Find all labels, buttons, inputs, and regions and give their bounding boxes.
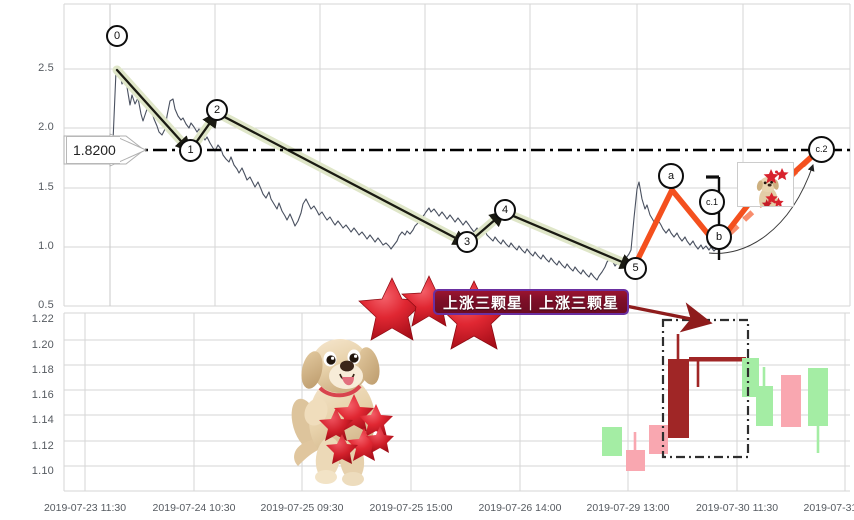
star-icon bbox=[358, 277, 426, 341]
wave-marker-label: c.1 bbox=[705, 196, 718, 207]
curved-guide-arrow bbox=[708, 164, 815, 254]
y-axis-label-top: 2.0 bbox=[38, 121, 54, 133]
wave-marker-c1[interactable]: c.1 bbox=[699, 189, 725, 215]
candle-up bbox=[756, 367, 773, 426]
wave-marker-label: 0 bbox=[113, 29, 121, 42]
x-axis-label: 2019-07-23 11:30 bbox=[43, 502, 127, 514]
y-axis-label-bottom: 1.22 bbox=[31, 313, 54, 325]
y-axis-label-top: 1.5 bbox=[38, 181, 54, 193]
wave-marker-label: a bbox=[667, 169, 675, 182]
y-axis-label-top: 2.5 bbox=[38, 62, 54, 74]
reference-price-value: 1.8200 bbox=[66, 136, 120, 164]
x-axis-label: 2019-07-25 15:00 bbox=[369, 502, 453, 514]
wave-marker-5[interactable]: 5 bbox=[624, 257, 647, 280]
price-line bbox=[109, 68, 718, 281]
wave-marker-label: 4 bbox=[501, 203, 509, 216]
y-axis-label-top: 0.5 bbox=[38, 299, 54, 311]
wave-marker-0[interactable]: 0 bbox=[106, 25, 128, 47]
wave-marker-label: 3 bbox=[463, 235, 471, 248]
reference-price-flag[interactable]: 1.8200 bbox=[66, 136, 120, 164]
candle-down bbox=[781, 375, 801, 427]
x-axis-label: 2019-07-24 10:30 bbox=[152, 502, 236, 514]
pattern-banner[interactable]: 上涨三颗星｜上涨三颗星 bbox=[433, 289, 630, 315]
candle-highlight-down bbox=[689, 357, 746, 387]
wave-marker-a[interactable]: a bbox=[658, 163, 684, 189]
x-axis-label: 2019-07-31 10:30 bbox=[803, 502, 854, 514]
x-axis-label: 2019-07-30 11:30 bbox=[695, 502, 779, 514]
wave-marker-c2[interactable]: c.2 bbox=[808, 136, 835, 163]
star-icon bbox=[775, 168, 789, 181]
candle-down bbox=[626, 432, 645, 471]
wave-marker-4[interactable]: 4 bbox=[494, 199, 516, 221]
candle-down bbox=[649, 425, 668, 454]
wave-marker-label: b bbox=[715, 230, 723, 243]
puppy-with-stars-mascot bbox=[291, 339, 394, 486]
y-axis-label-bottom: 1.20 bbox=[31, 339, 54, 351]
candle-up bbox=[742, 358, 759, 397]
banner-to-pattern-arrow bbox=[625, 302, 713, 333]
mini-preview-thumbnail[interactable] bbox=[737, 162, 794, 212]
y-axis-label-bottom: 1.10 bbox=[31, 465, 54, 477]
elliott-wave-trendlines bbox=[112, 65, 639, 272]
y-axis-label-bottom: 1.18 bbox=[31, 364, 54, 376]
star-icon bbox=[763, 169, 779, 184]
candle-up bbox=[602, 427, 622, 456]
star-icon bbox=[775, 170, 778, 174]
pattern-banner-text: 上涨三颗星｜上涨三颗星 bbox=[443, 294, 620, 312]
x-axis-label: 2019-07-25 09:30 bbox=[260, 502, 344, 514]
wave-marker-label: 2 bbox=[213, 103, 221, 116]
wave-marker-1[interactable]: 1 bbox=[179, 139, 202, 162]
wave-marker-3[interactable]: 3 bbox=[456, 231, 478, 253]
thumbnail-content bbox=[756, 168, 789, 212]
candle-highlight-down bbox=[668, 334, 689, 438]
y-axis-label-bottom: 1.14 bbox=[31, 414, 54, 426]
y-axis-label-top: 1.0 bbox=[38, 240, 54, 252]
wave-marker-label: 1 bbox=[187, 144, 194, 156]
y-axis-label-bottom: 1.16 bbox=[31, 389, 54, 401]
x-axis-label: 2019-07-26 14:00 bbox=[478, 502, 562, 514]
x-axis-label: 2019-07-29 13:00 bbox=[586, 502, 670, 514]
wave-marker-label: 5 bbox=[632, 262, 639, 274]
wave-marker-b[interactable]: b bbox=[706, 224, 732, 250]
candle-up bbox=[808, 368, 828, 453]
star-bundle bbox=[319, 394, 394, 464]
wave-marker-2[interactable]: 2 bbox=[206, 99, 228, 121]
y-axis-label-bottom: 1.12 bbox=[31, 440, 54, 452]
wave-marker-label: c.2 bbox=[815, 144, 828, 154]
candlestick-series bbox=[602, 318, 828, 471]
